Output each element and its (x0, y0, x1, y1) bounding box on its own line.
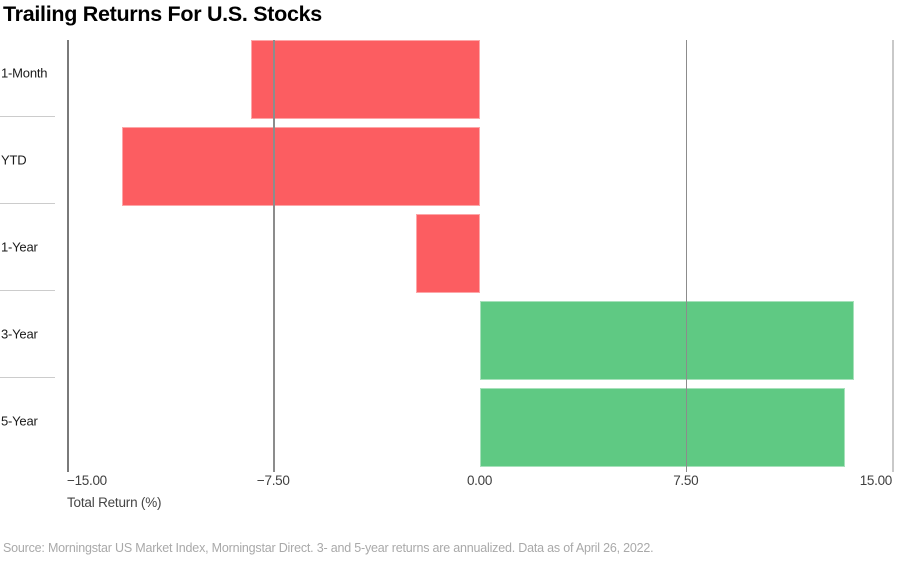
bar-1-year (416, 214, 480, 293)
source-note: Source: Morningstar US Market Index, Mor… (3, 541, 654, 555)
x-tick-label: 0.00 (466, 473, 493, 488)
x-gridline (892, 40, 894, 472)
bar-3-year (479, 301, 854, 380)
x-tick-label: −7.50 (256, 473, 290, 488)
page-title: Trailing Returns For U.S. Stocks (3, 2, 322, 26)
row-divider (0, 377, 55, 378)
row-divider (0, 203, 55, 204)
category-label-1-month: 1-Month (1, 65, 48, 80)
x-gridline (273, 40, 275, 472)
category-label-5-year: 5-Year (1, 413, 38, 428)
x-tick-label: 7.50 (673, 473, 699, 488)
bar-ytd (122, 127, 480, 206)
category-label-3-year: 3-Year (1, 326, 38, 341)
bar-5-year (479, 388, 846, 467)
row-divider (0, 116, 55, 117)
bar-1-month (251, 40, 480, 119)
category-label-1-year: 1-Year (1, 239, 38, 254)
x-tick-label: 15.00 (859, 473, 893, 488)
x-axis-title: Total Return (%) (67, 495, 162, 510)
row-divider (0, 290, 55, 291)
category-label-ytd: YTD (1, 152, 27, 167)
x-gridline (685, 40, 688, 472)
x-tick-label: −15.00 (67, 473, 107, 488)
y-axis-line (67, 40, 69, 472)
